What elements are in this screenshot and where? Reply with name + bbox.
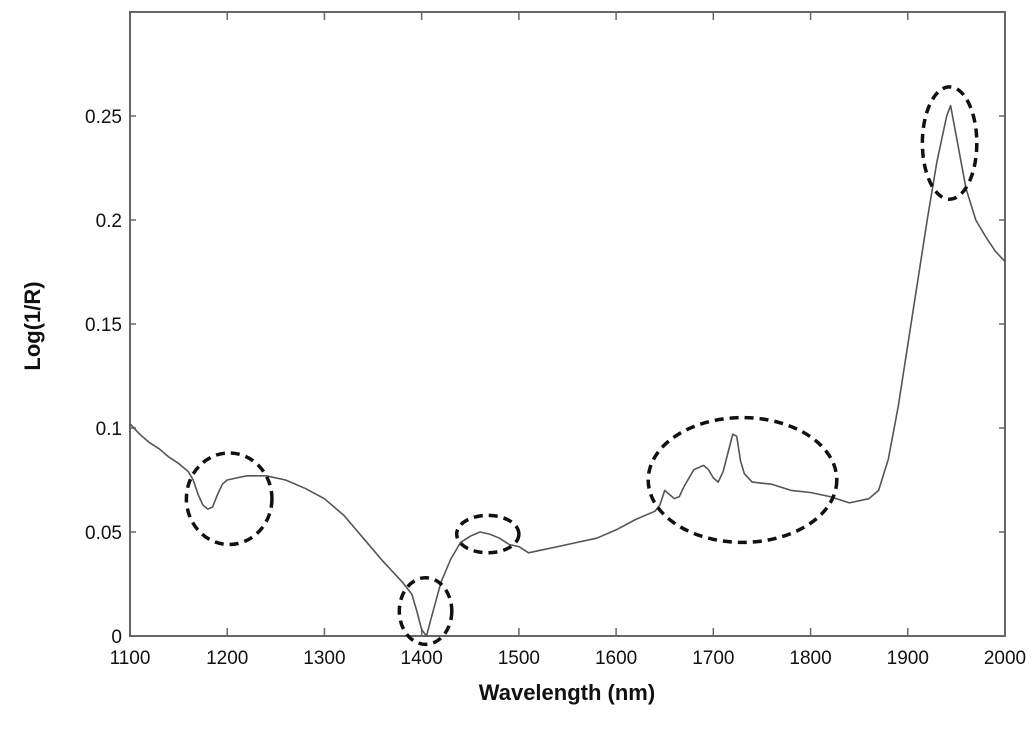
- axis-ticks: [129, 12, 1006, 637]
- dashed-ellipse: [397, 576, 454, 647]
- y-axis-title: Log(1/R): [20, 281, 45, 370]
- dashed-ellipse: [454, 513, 521, 555]
- y-tick-label: 0: [111, 627, 122, 648]
- x-axis-title: Wavelength (nm): [479, 680, 655, 705]
- y-tick-label: 0.15: [85, 315, 122, 336]
- dashed-ellipse: [646, 415, 839, 545]
- x-tick-label: 1600: [595, 648, 637, 669]
- x-tick-label: 1800: [789, 648, 831, 669]
- y-tick-label: 0.2: [96, 211, 122, 232]
- x-tick-label: 1100: [110, 648, 151, 669]
- x-tick-label: 1300: [303, 648, 345, 669]
- y-tick-label: 0.05: [85, 523, 122, 544]
- x-tick-labels: 1100 1200 1300 1400 1500 1600 1700 1800 1900 2000: [110, 648, 1027, 669]
- highlight-ellipses: [184, 85, 979, 647]
- x-tick-label: 1900: [887, 648, 929, 669]
- x-tick-label: 1500: [498, 648, 540, 669]
- dashed-ellipse: [184, 451, 274, 547]
- dashed-ellipse: [920, 85, 979, 201]
- x-tick-label: 1200: [206, 648, 248, 669]
- x-tick-label: 1700: [692, 648, 734, 669]
- x-tick-label: 2000: [984, 648, 1026, 669]
- y-tick-label: 0.25: [85, 107, 122, 128]
- y-tick-label: 0.1: [96, 419, 122, 440]
- spectrum-line: [129, 104, 1006, 637]
- plot-frame: [129, 11, 1006, 637]
- x-tick-label: 1400: [401, 648, 443, 669]
- y-tick-labels: 0 0.05 0.1 0.15 0.2 0.25: [85, 107, 122, 648]
